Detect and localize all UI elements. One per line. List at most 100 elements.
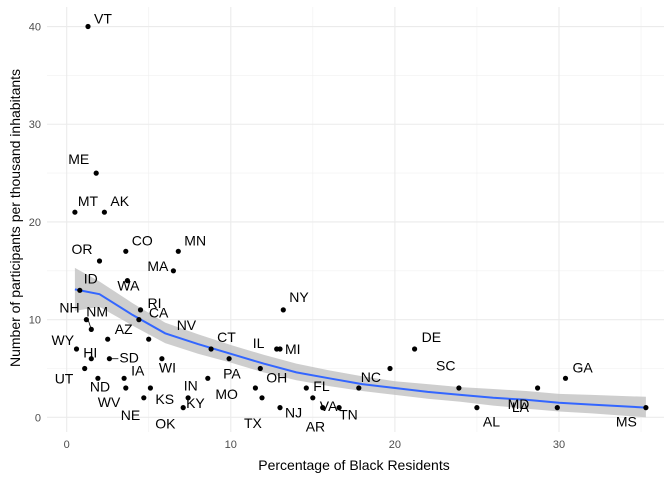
point-label-hi: HI xyxy=(83,345,97,361)
point-label-la: LA xyxy=(512,399,530,415)
point-label-ar: AR xyxy=(306,419,325,435)
grid-lines xyxy=(47,7,664,432)
data-point-ms xyxy=(643,405,649,411)
data-point-ks xyxy=(147,385,153,391)
point-label-nv: NV xyxy=(177,317,197,333)
point-label-ky: KY xyxy=(186,395,205,411)
x-tick-label: 0 xyxy=(64,439,70,451)
point-label-oh: OH xyxy=(266,370,287,386)
data-point-tn xyxy=(336,405,342,411)
data-point-az xyxy=(105,336,111,342)
data-point-ri xyxy=(137,307,144,313)
point-label-az: AZ xyxy=(115,321,133,337)
y-tick-label: 10 xyxy=(29,315,41,327)
data-point-oh xyxy=(257,365,263,372)
data-point-id xyxy=(77,287,83,293)
point-label-nd: ND xyxy=(90,378,110,394)
point-label-ca: CA xyxy=(149,305,169,321)
data-point-nd xyxy=(95,375,101,381)
point-label-ne: NE xyxy=(121,407,140,423)
data-point-ia xyxy=(121,375,127,381)
point-label-sd: SD xyxy=(119,350,138,366)
point-label-nh: NH xyxy=(59,300,79,316)
axis-ticks: 0 10 20 30 0 10 20 30 40 xyxy=(29,22,565,452)
point-label-mn: MN xyxy=(184,232,206,248)
data-point-ny xyxy=(280,307,286,313)
point-label-wv: WV xyxy=(98,394,121,410)
fit-line-path xyxy=(74,288,646,409)
point-label-nc: NC xyxy=(361,369,381,385)
point-label-ia: IA xyxy=(131,362,145,378)
point-label-tx: TX xyxy=(244,415,263,431)
point-label-ok: OK xyxy=(155,416,176,432)
regression-line xyxy=(74,288,646,409)
point-label-wa: WA xyxy=(117,278,140,294)
data-point-me xyxy=(93,170,99,176)
point-label-fl: FL xyxy=(313,378,330,394)
y-axis-title: Number of participants per thousand inha… xyxy=(7,69,23,367)
point-label-pa: PA xyxy=(223,366,241,382)
y-tick-label: 0 xyxy=(35,412,41,424)
data-point-sc xyxy=(387,365,393,372)
data-point-vt xyxy=(85,23,91,30)
point-label-il: IL xyxy=(253,335,265,351)
data-point-nh xyxy=(83,317,89,323)
point-label-id: ID xyxy=(84,270,98,286)
point-label-ak: AK xyxy=(110,193,129,209)
point-label-vt: VT xyxy=(94,11,112,27)
point-label-in: IN xyxy=(184,377,198,393)
data-point-wi xyxy=(159,356,165,362)
data-point-ga xyxy=(562,375,569,381)
point-label-ms: MS xyxy=(616,414,637,430)
data-point-va xyxy=(310,395,316,401)
data-point-ne xyxy=(141,395,147,401)
point-label-co: CO xyxy=(132,232,153,248)
data-point-ct xyxy=(208,346,214,352)
data-point xyxy=(554,405,560,411)
data-point-md xyxy=(535,385,541,391)
data-point-mt xyxy=(72,209,78,215)
point-label-nj: NJ xyxy=(285,405,302,421)
data-point-de xyxy=(412,346,418,352)
data-point-fl xyxy=(303,385,309,391)
data-point-tx xyxy=(259,395,265,401)
data-point-wy xyxy=(73,346,80,352)
point-label-va: VA xyxy=(320,398,338,414)
point-labels: VT ME MT AK CO MN OR MA WA ID NY RI NH CA NM AZ NV WY CT IL… xyxy=(52,11,637,435)
point-label-nm: NM xyxy=(86,303,108,319)
point-label-me: ME xyxy=(68,151,89,167)
point-label-mo: MO xyxy=(215,386,238,402)
data-point-ak xyxy=(101,209,107,215)
data-point-nj xyxy=(277,405,283,411)
data-point-la xyxy=(456,385,462,391)
point-label-al: AL xyxy=(483,414,500,430)
data-point-or xyxy=(96,258,103,264)
data-point-mn xyxy=(175,248,181,254)
data-point-in xyxy=(205,375,211,381)
point-label-mt: MT xyxy=(78,193,99,209)
point-label-ny: NY xyxy=(289,289,309,305)
point-label-wy: WY xyxy=(52,332,75,348)
data-point-nv xyxy=(146,336,152,342)
x-tick-label: 20 xyxy=(389,439,401,451)
point-label-ut: UT xyxy=(55,371,74,387)
data-point-ky xyxy=(185,395,191,401)
point-label-ks: KS xyxy=(155,391,174,407)
data-point-co xyxy=(123,248,129,254)
point-label-ma: MA xyxy=(147,258,169,274)
x-tick-label: 10 xyxy=(225,439,237,451)
y-tick-label: 40 xyxy=(29,22,41,34)
point-label-wi: WI xyxy=(159,360,176,376)
data-point-wv xyxy=(123,385,129,391)
point-label-mi: MI xyxy=(285,341,301,357)
data-point-wa xyxy=(124,278,130,284)
data-point-ca xyxy=(136,317,142,323)
point-label-or: OR xyxy=(72,241,93,257)
point-label-sc: SC xyxy=(436,358,455,374)
point-label-de: DE xyxy=(422,329,441,345)
x-tick-label: 30 xyxy=(553,439,565,451)
data-point-ok xyxy=(180,405,186,411)
data-point-mo xyxy=(252,385,258,391)
point-label-ri: RI xyxy=(148,295,162,311)
